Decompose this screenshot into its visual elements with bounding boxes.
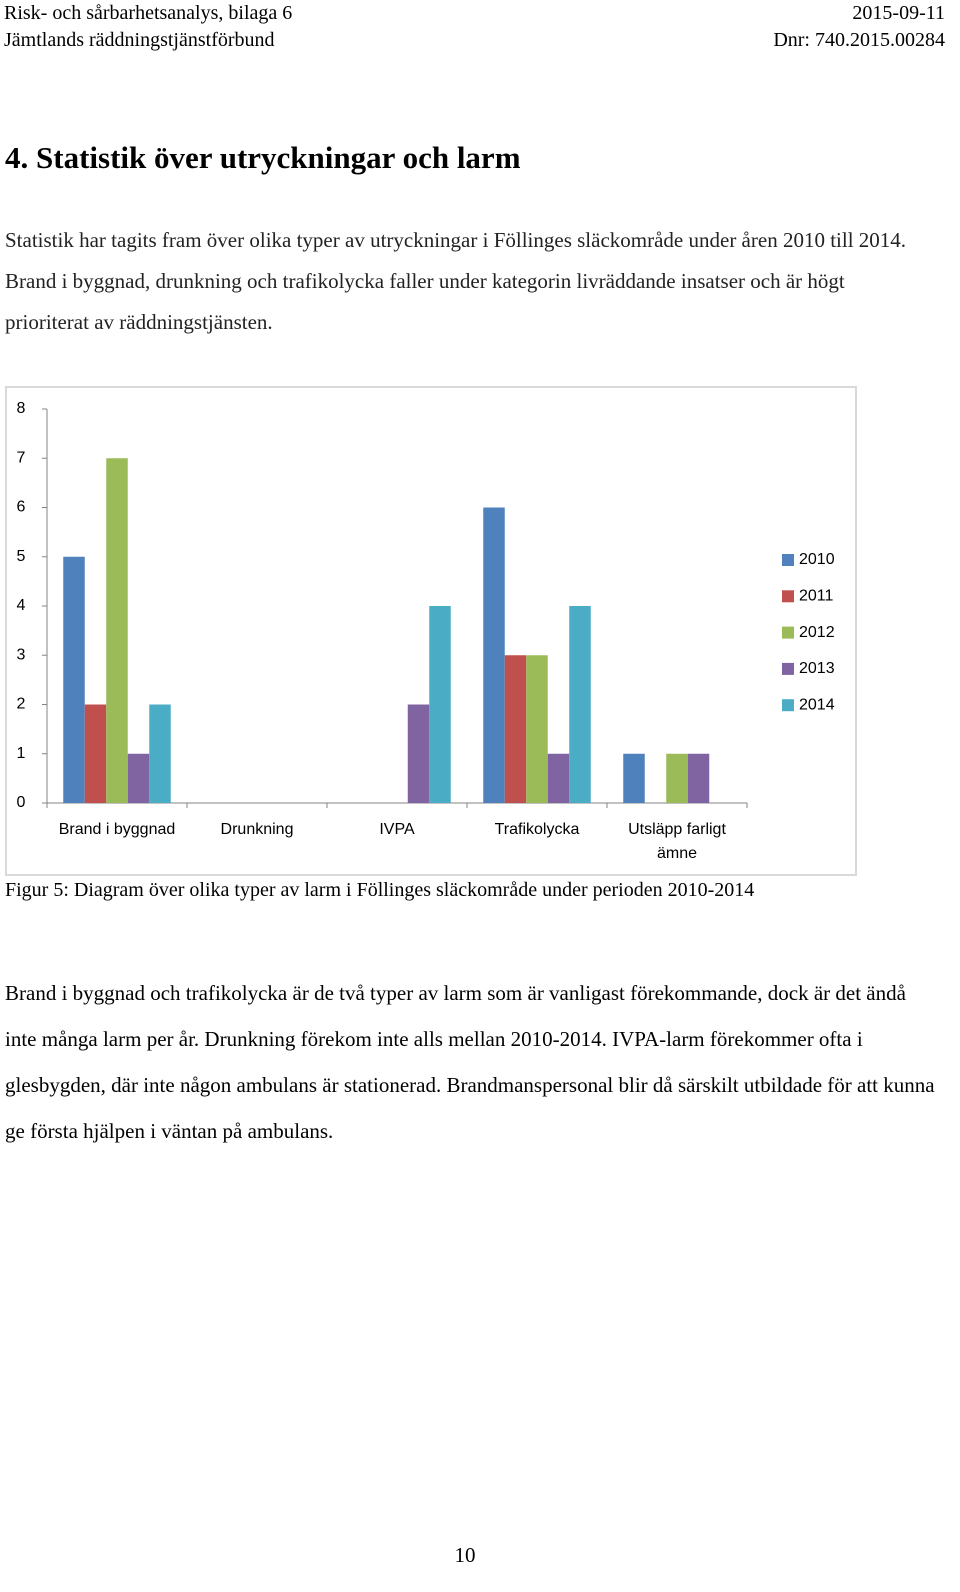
x-tick-label: IVPA	[379, 821, 415, 838]
y-tick-label: 2	[17, 696, 26, 713]
bar	[483, 507, 505, 803]
x-tick-label: Utsläpp farligt ämne	[628, 821, 726, 862]
header-text: 2015-09-11	[852, 2, 945, 24]
legend-swatch	[782, 554, 794, 566]
page-number: 10	[454, 1543, 476, 1567]
legend-label: 2010	[799, 551, 835, 568]
header-right: 2015-09-11 Dnr: 740.2015.00284	[773, 0, 945, 54]
x-tick-label: Drunkning	[220, 821, 294, 838]
bar	[407, 704, 430, 803]
bar	[429, 606, 451, 803]
bar	[63, 556, 85, 803]
bar	[106, 458, 128, 803]
x-tick-label: Brand i byggnad	[58, 821, 176, 838]
legend-label: 2011	[799, 588, 834, 605]
bar	[687, 753, 710, 803]
bar	[504, 655, 527, 803]
y-tick-label: 5	[17, 548, 26, 565]
chart-frame: 0 1 2 3 4 5 6 7 8 2010 2011 2012 2013 2014 Brand i by…	[5, 386, 857, 876]
legend-swatch	[782, 626, 794, 639]
y-tick-label: 6	[17, 499, 26, 516]
y-tick-label: 4	[17, 597, 26, 614]
bar	[84, 704, 107, 803]
legend-swatch	[782, 662, 794, 675]
bar	[666, 753, 688, 803]
legend-label: 2014	[799, 696, 835, 713]
y-tick-label: 7	[17, 449, 26, 466]
bar	[547, 753, 570, 803]
header-text: Dnr: 740.2015.00284	[773, 29, 945, 51]
heading: 4. Statistik över utryckningar och larm	[5, 140, 521, 175]
chart: 0 1 2 3 4 5 6 7 8 2010 2011 2012 2013 2014	[17, 400, 835, 811]
y-tick-label: 0	[17, 794, 26, 811]
paragraph: Statistik har tagits fram över olika typ…	[5, 228, 907, 334]
legend-label: 2013	[799, 660, 835, 677]
legend-label: 2012	[799, 624, 835, 641]
header-left: Risk- och sårbarhetsanalys, bilaga 6 Jäm…	[4, 0, 292, 54]
header-text: Risk- och sårbarhetsanalys, bilaga 6	[4, 2, 293, 24]
bar	[569, 606, 591, 803]
bar	[526, 655, 548, 803]
bar	[623, 753, 645, 803]
y-tick-label: 1	[17, 745, 26, 762]
legend-swatch	[782, 699, 794, 712]
legend-swatch	[782, 590, 794, 603]
caption: Figur 5: Diagram över olika typer av lar…	[5, 879, 755, 901]
y-tick-label: 3	[17, 646, 26, 663]
paragraph: Brand i byggnad och trafikolycka är de t…	[5, 981, 935, 1143]
header-text: Jämtlands räddningstjänstförbund	[4, 29, 275, 51]
y-tick-label: 8	[17, 400, 26, 417]
bar	[127, 753, 150, 803]
bar	[149, 704, 171, 803]
x-tick-label: Trafikolycka	[494, 821, 580, 838]
